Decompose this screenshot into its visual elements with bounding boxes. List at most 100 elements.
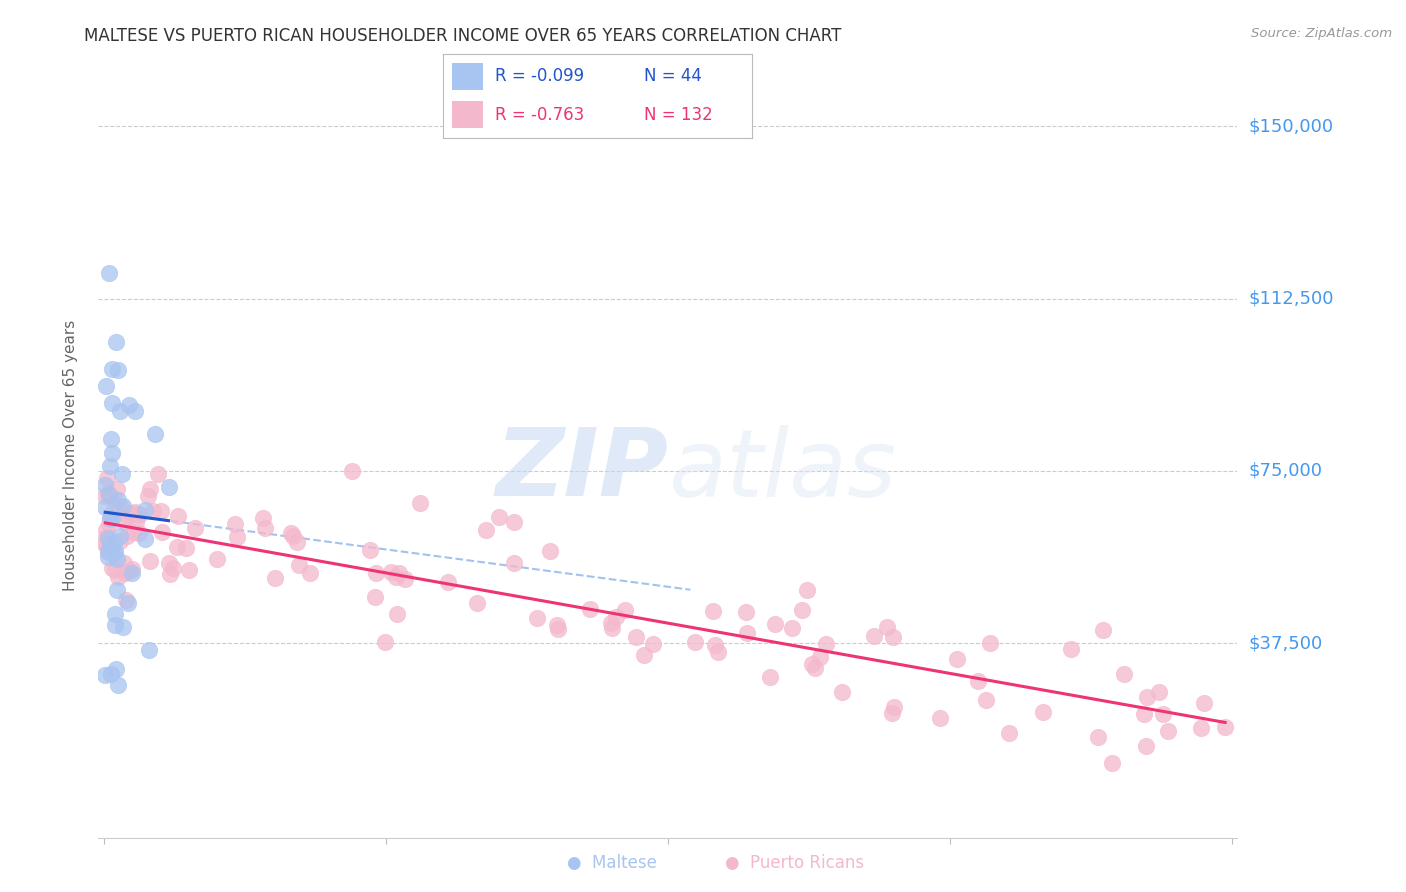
Point (792, 603, 814, 617)
Point (94, 477, 117, 491)
Point (366, 566, 388, 580)
Text: R = -0.099: R = -0.099 (495, 68, 585, 86)
Point (101, 446, 124, 460)
Point (702, 604, 724, 618)
Point (224, 517, 246, 532)
Point (364, 590, 387, 604)
Point (488, 510, 510, 524)
Point (385, 570, 408, 584)
Point (1135, 739, 1157, 754)
Point (122, 525, 145, 540)
Point (101, 396, 124, 410)
Point (128, 526, 150, 541)
Point (285, 535, 308, 549)
Point (96, 379, 118, 393)
Point (107, 678, 129, 692)
Point (114, 557, 136, 571)
Point (283, 529, 305, 543)
Point (966, 673, 988, 688)
Point (111, 620, 134, 634)
Point (1136, 690, 1159, 704)
Point (115, 592, 138, 607)
Point (183, 521, 205, 535)
Point (703, 638, 725, 652)
Point (600, 621, 623, 635)
Point (1157, 723, 1180, 738)
Point (502, 516, 524, 530)
Point (97, 531, 120, 545)
Text: MALTESE VS PUERTO RICAN HOUSEHOLDER INCOME OVER 65 YEARS CORRELATION CHART: MALTESE VS PUERTO RICAN HOUSEHOLDER INCO… (84, 27, 842, 45)
Point (465, 597, 488, 611)
Point (117, 596, 139, 610)
Point (94, 489, 117, 503)
Point (409, 496, 432, 510)
Point (380, 566, 402, 580)
Point (1114, 666, 1136, 681)
Point (97, 550, 120, 565)
Point (101, 491, 124, 505)
Point (100, 667, 122, 681)
Point (103, 502, 125, 516)
Point (105, 582, 128, 597)
Point (94, 668, 117, 682)
Point (124, 505, 146, 519)
Text: ●  Puerto Ricans: ● Puerto Ricans (725, 855, 863, 872)
Point (104, 662, 127, 676)
Text: $75,000: $75,000 (1249, 462, 1323, 480)
Point (167, 508, 190, 523)
Point (118, 398, 141, 412)
Text: N = 44: N = 44 (644, 68, 702, 86)
Point (143, 426, 166, 441)
Point (359, 543, 381, 558)
Point (547, 622, 569, 636)
Point (100, 537, 122, 551)
Point (117, 529, 139, 543)
Point (104, 563, 127, 577)
Point (226, 530, 249, 544)
Point (94, 500, 117, 514)
Point (288, 558, 311, 573)
Point (98, 488, 121, 502)
Point (108, 529, 131, 543)
Point (707, 645, 730, 659)
Point (142, 504, 165, 518)
Point (1189, 721, 1212, 735)
Point (624, 630, 647, 644)
Point (683, 635, 706, 649)
Point (882, 630, 904, 644)
Point (94, 530, 117, 544)
Point (1032, 706, 1054, 720)
Point (252, 511, 274, 525)
Point (579, 601, 602, 615)
Point (526, 611, 548, 625)
Point (97, 486, 120, 500)
Point (157, 480, 180, 494)
Point (120, 506, 142, 520)
Point (205, 552, 228, 566)
Point (280, 525, 302, 540)
Point (146, 467, 169, 481)
Point (388, 566, 411, 580)
Point (110, 533, 132, 548)
Point (254, 521, 277, 535)
Point (97, 544, 120, 558)
Point (121, 562, 143, 576)
Point (96, 471, 118, 485)
Text: $112,500: $112,500 (1249, 290, 1334, 308)
Y-axis label: Householder Income Over 65 years: Householder Income Over 65 years (63, 319, 77, 591)
Point (804, 661, 827, 675)
Point (107, 569, 129, 583)
Point (862, 629, 884, 643)
Point (605, 610, 627, 624)
Point (641, 637, 664, 651)
Point (880, 706, 903, 720)
Point (103, 546, 125, 560)
Point (174, 541, 197, 555)
Point (546, 618, 568, 632)
Point (100, 512, 122, 526)
Point (385, 607, 408, 621)
Point (166, 540, 188, 554)
Point (134, 503, 156, 517)
Point (503, 556, 526, 570)
Point (808, 650, 831, 665)
